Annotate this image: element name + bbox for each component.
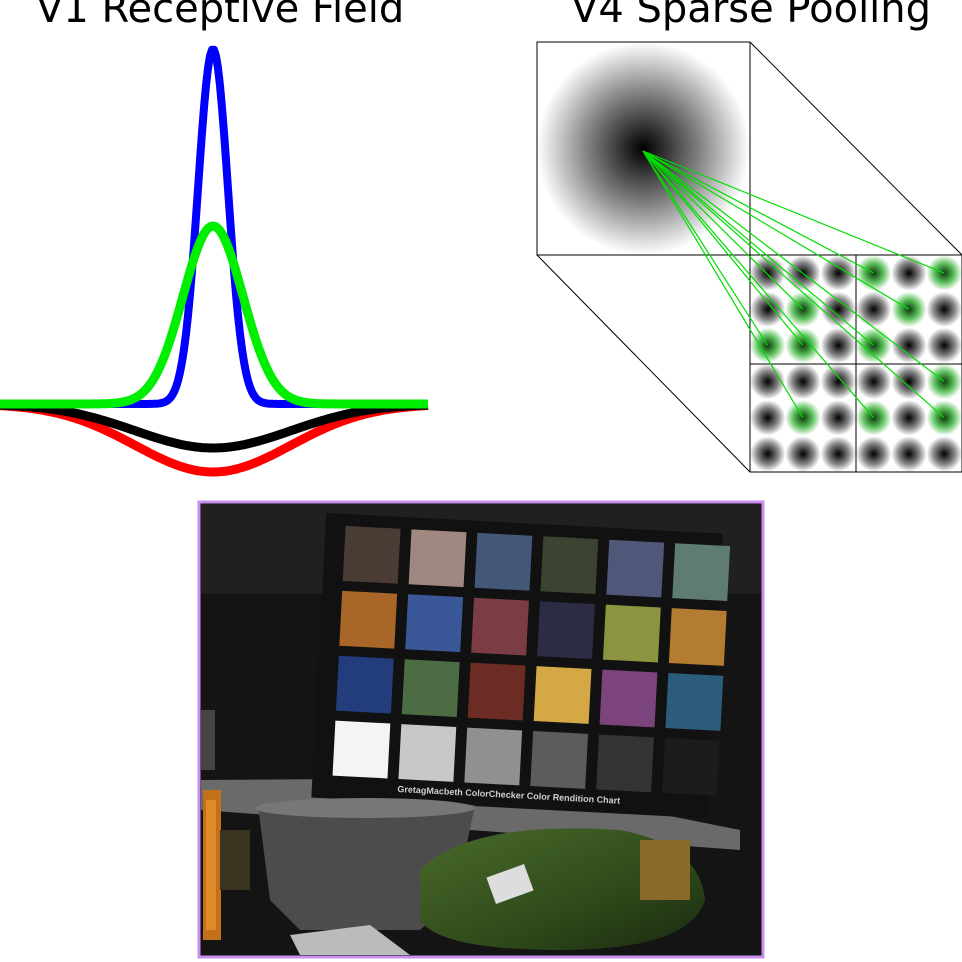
color-swatch bbox=[662, 737, 720, 796]
photo-bottle bbox=[220, 830, 250, 890]
green-curve bbox=[0, 221, 431, 409]
subunit bbox=[750, 436, 786, 472]
v1-receptive-field-curves bbox=[0, 45, 431, 477]
subunit bbox=[926, 327, 962, 364]
chart-swatches bbox=[332, 525, 731, 796]
subunit bbox=[891, 363, 927, 400]
color-swatch bbox=[668, 608, 727, 666]
subunit bbox=[785, 436, 821, 472]
photo-bag-barcode bbox=[486, 864, 534, 904]
subunit bbox=[891, 255, 927, 291]
color-swatch bbox=[599, 669, 658, 728]
pooling-line bbox=[642, 150, 874, 274]
color-swatch bbox=[665, 673, 724, 731]
subunit bbox=[750, 400, 786, 436]
pooling-connections bbox=[642, 150, 945, 419]
color-swatch bbox=[408, 529, 467, 588]
color-swatch bbox=[533, 666, 592, 724]
color-swatch bbox=[596, 734, 654, 793]
subunit bbox=[820, 327, 856, 364]
v1-subunit-grid bbox=[750, 255, 962, 472]
subunit bbox=[820, 436, 856, 472]
subunit bbox=[820, 291, 856, 327]
subunit bbox=[891, 436, 927, 472]
subunit bbox=[820, 400, 856, 436]
black-curve bbox=[0, 400, 431, 453]
projection-line-bottom bbox=[536, 254, 751, 473]
color-swatch bbox=[342, 525, 401, 584]
subunit bbox=[785, 363, 821, 400]
subunit bbox=[891, 400, 927, 436]
v1-panel-title: V1 Receptive Field bbox=[36, 0, 405, 32]
subunit bbox=[856, 291, 892, 327]
color-swatch bbox=[606, 539, 665, 598]
subunit bbox=[750, 363, 786, 400]
colorchecker-chart: GretagMacbeth ColorChecker Color Renditi… bbox=[311, 512, 731, 819]
subunit bbox=[856, 436, 892, 472]
photo-bag-label bbox=[640, 840, 690, 900]
pooling-line bbox=[642, 150, 804, 310]
subunit bbox=[856, 363, 892, 400]
color-swatch bbox=[540, 536, 599, 595]
color-swatch bbox=[464, 727, 523, 786]
pooling-line bbox=[642, 150, 910, 310]
pooling-line bbox=[642, 150, 875, 346]
subunit bbox=[926, 291, 962, 327]
pooling-line bbox=[642, 150, 945, 419]
color-swatch bbox=[537, 601, 595, 660]
projection-line-top bbox=[749, 41, 962, 256]
subunit bbox=[820, 363, 856, 400]
subunit bbox=[891, 327, 927, 364]
color-swatch bbox=[471, 597, 529, 656]
pooling-line bbox=[642, 150, 769, 346]
color-swatch bbox=[335, 655, 394, 714]
color-swatch bbox=[672, 543, 731, 602]
v4-panel-title: V4 Sparse Pooling bbox=[571, 0, 932, 32]
pooling-line bbox=[642, 150, 945, 274]
photo-pasta-bag bbox=[420, 828, 705, 950]
subunit bbox=[750, 291, 786, 327]
color-swatch bbox=[467, 662, 526, 721]
pooling-line bbox=[642, 150, 875, 419]
pooling-line bbox=[642, 150, 945, 383]
color-swatch bbox=[474, 532, 533, 591]
color-swatch bbox=[602, 604, 661, 663]
colorchecker-photo: GretagMacbeth ColorChecker Color Renditi… bbox=[197, 500, 765, 959]
subunit bbox=[820, 255, 856, 291]
subunit bbox=[926, 436, 962, 472]
color-swatch bbox=[332, 720, 391, 779]
color-swatch bbox=[339, 590, 398, 649]
color-swatch bbox=[405, 594, 464, 653]
color-swatch bbox=[401, 659, 460, 718]
v4-pooling-diagram bbox=[536, 41, 962, 473]
pooling-line bbox=[642, 150, 804, 419]
photo-paper bbox=[290, 925, 410, 955]
color-swatch bbox=[530, 731, 589, 789]
color-swatch bbox=[398, 724, 457, 782]
photo-jar-label bbox=[206, 800, 216, 930]
photo-pan-rim bbox=[255, 798, 475, 818]
pooling-line bbox=[642, 150, 804, 346]
v4-receptive-field-blob bbox=[536, 41, 751, 256]
photo-box-left bbox=[201, 710, 215, 770]
